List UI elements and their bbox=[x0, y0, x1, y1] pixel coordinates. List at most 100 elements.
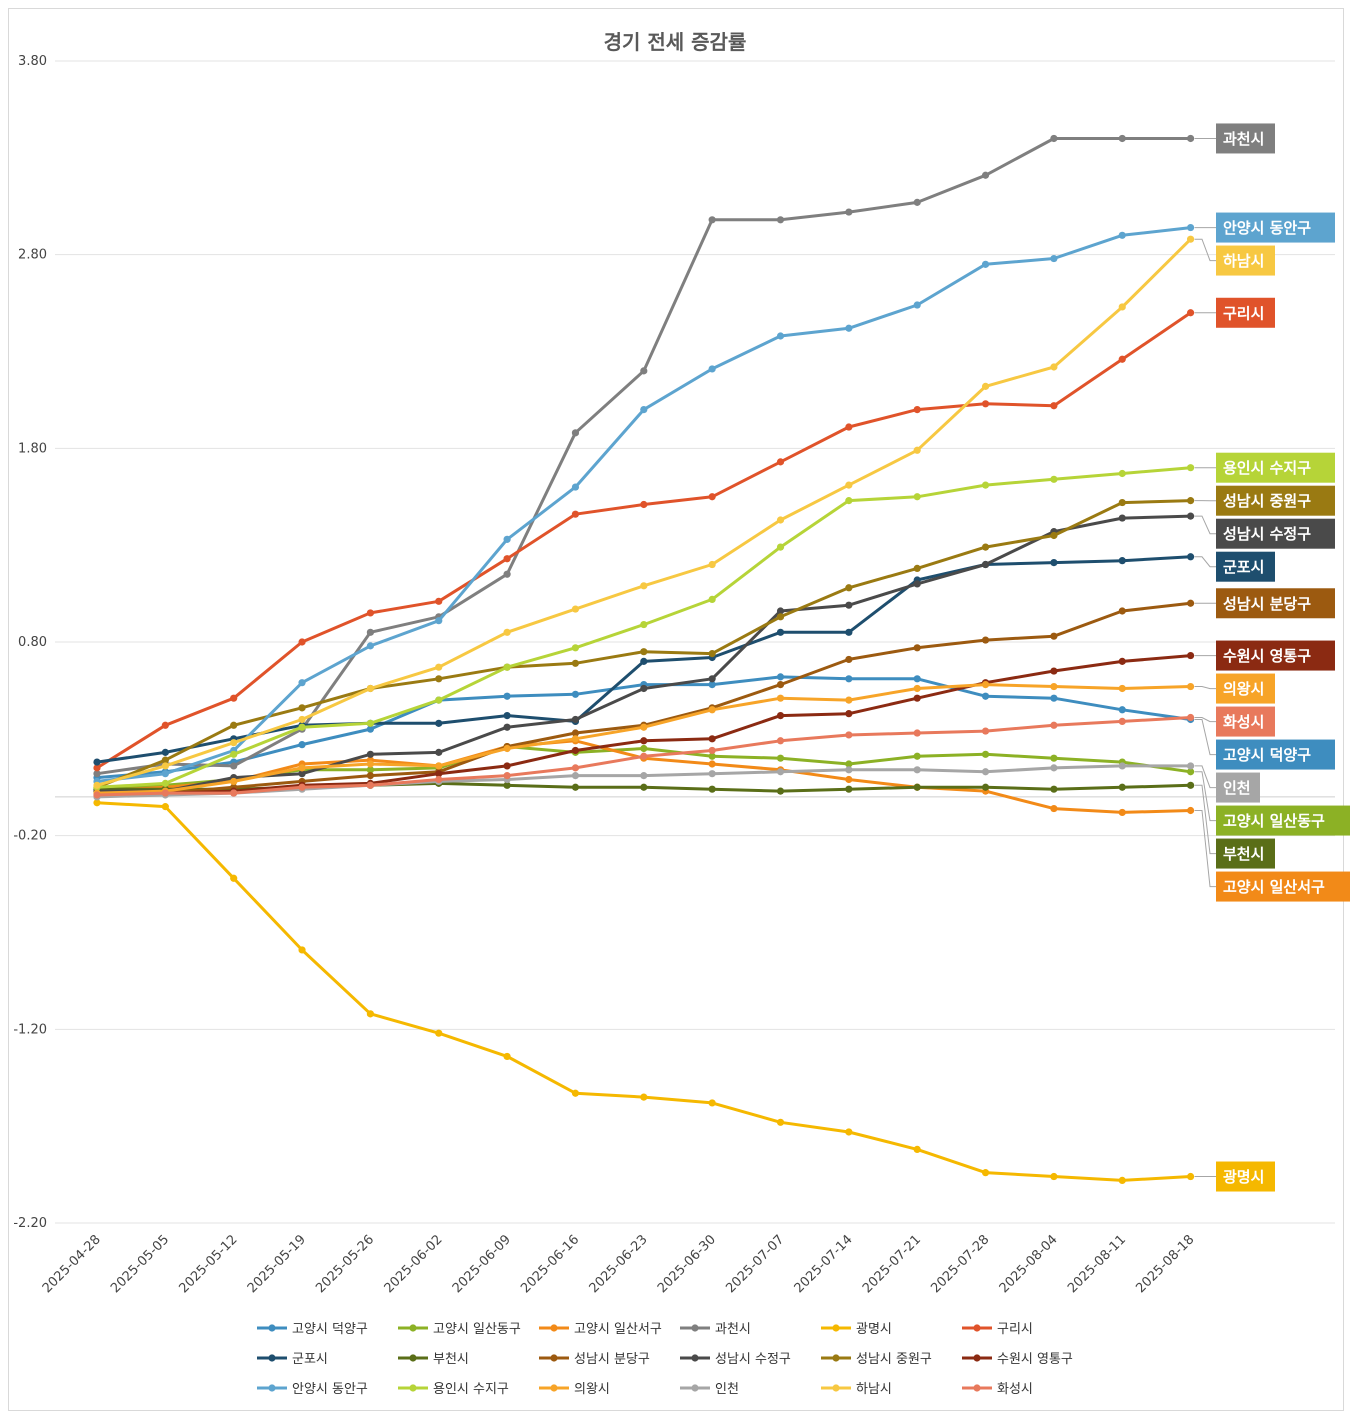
data-point bbox=[776, 768, 785, 776]
data-point bbox=[435, 597, 443, 605]
end-label-box bbox=[1216, 588, 1335, 619]
legend-item-구리시[interactable]: 구리시 bbox=[962, 1322, 1033, 1337]
legend-item-과천시[interactable]: 과천시 bbox=[680, 1322, 751, 1337]
end-label-text: 용인시 수지구 bbox=[1223, 459, 1311, 477]
legend-marker bbox=[550, 1354, 558, 1362]
data-point bbox=[571, 772, 580, 780]
data-point bbox=[366, 1010, 374, 1018]
data-point bbox=[435, 1029, 443, 1037]
legend-item-성남시-수정구[interactable]: 성남시 수정구 bbox=[680, 1352, 791, 1367]
data-point bbox=[981, 783, 990, 791]
data-point bbox=[640, 367, 648, 375]
data-point bbox=[845, 760, 853, 768]
x-tick-label: 2025-08-18 bbox=[1133, 1232, 1197, 1296]
data-point bbox=[1050, 134, 1058, 143]
data-point bbox=[981, 768, 990, 776]
legend-item-의왕시[interactable]: 의왕시 bbox=[539, 1382, 610, 1397]
legend-item-군포시[interactable]: 군포시 bbox=[257, 1352, 328, 1367]
data-point bbox=[503, 744, 511, 753]
data-point bbox=[1187, 651, 1195, 660]
data-point bbox=[1118, 355, 1126, 363]
legend-item-안양시-동안구[interactable]: 안양시 동안구 bbox=[257, 1382, 368, 1397]
legend-marker bbox=[691, 1354, 699, 1362]
legend-item-용인시-수지구[interactable]: 용인시 수지구 bbox=[398, 1382, 509, 1397]
legend-label: 구리시 bbox=[997, 1322, 1033, 1337]
legend-item-인천[interactable]: 인천 bbox=[680, 1382, 739, 1397]
x-tick-label: 2025-06-30 bbox=[655, 1232, 719, 1296]
data-point bbox=[503, 781, 511, 789]
data-point bbox=[1118, 706, 1126, 714]
data-point bbox=[708, 770, 716, 778]
end-label-text: 부천시 bbox=[1223, 845, 1264, 863]
data-point bbox=[708, 706, 716, 714]
leader-line bbox=[1194, 238, 1216, 262]
data-point bbox=[845, 766, 853, 774]
data-point bbox=[776, 673, 785, 681]
data-point bbox=[1050, 632, 1058, 640]
end-label-text: 인천 bbox=[1223, 779, 1251, 797]
legend-marker bbox=[973, 1354, 981, 1362]
data-point bbox=[366, 781, 374, 789]
chart-frame bbox=[8, 8, 1344, 1411]
leader-line bbox=[1194, 765, 1216, 789]
data-point bbox=[298, 723, 306, 731]
legend-item-하남시[interactable]: 하남시 bbox=[821, 1382, 892, 1397]
data-point bbox=[1187, 781, 1195, 789]
legend-marker bbox=[691, 1384, 699, 1392]
legend-label: 광명시 bbox=[856, 1322, 892, 1337]
data-point bbox=[1187, 464, 1195, 472]
legend-label: 화성시 bbox=[997, 1382, 1033, 1397]
data-point bbox=[913, 675, 921, 683]
data-point bbox=[1050, 402, 1058, 410]
legend-item-고양시-덕양구[interactable]: 고양시 덕양구 bbox=[257, 1322, 368, 1337]
legend-label: 하남시 bbox=[856, 1382, 892, 1397]
end-label-box bbox=[1216, 739, 1335, 770]
data-point bbox=[298, 679, 306, 687]
data-point bbox=[1187, 223, 1195, 232]
x-tick-label: 2025-04-28 bbox=[40, 1232, 104, 1296]
data-point bbox=[298, 946, 306, 954]
end-label-인천: 인천 bbox=[1194, 765, 1260, 803]
data-point bbox=[1050, 475, 1058, 483]
legend-item-고양시-일산서구[interactable]: 고양시 일산서구 bbox=[539, 1322, 662, 1337]
data-point bbox=[913, 301, 921, 309]
legend-item-성남시-중원구[interactable]: 성남시 중원구 bbox=[821, 1352, 932, 1367]
data-point bbox=[776, 607, 785, 615]
data-point bbox=[230, 739, 238, 747]
data-point bbox=[1118, 303, 1126, 311]
legend-item-성남시-분당구[interactable]: 성남시 분당구 bbox=[539, 1352, 650, 1367]
data-point bbox=[1118, 498, 1126, 507]
data-point bbox=[845, 785, 853, 793]
data-point bbox=[708, 365, 716, 373]
series-화성시 bbox=[93, 713, 1195, 799]
data-point bbox=[845, 497, 853, 505]
leader-line bbox=[1194, 717, 1216, 723]
data-point bbox=[93, 791, 101, 799]
data-point bbox=[981, 543, 990, 551]
legend-item-광명시[interactable]: 광명시 bbox=[821, 1322, 892, 1337]
data-point bbox=[503, 555, 511, 563]
legend-item-화성시[interactable]: 화성시 bbox=[962, 1382, 1033, 1397]
legend-label: 성남시 수정구 bbox=[715, 1352, 791, 1367]
data-point bbox=[1187, 553, 1195, 561]
data-point bbox=[571, 510, 580, 518]
y-tick-label: 0.80 bbox=[18, 635, 47, 650]
data-point bbox=[640, 500, 648, 509]
data-point bbox=[435, 675, 443, 683]
legend-label: 인천 bbox=[715, 1382, 739, 1397]
legend-item-고양시-일산동구[interactable]: 고양시 일산동구 bbox=[398, 1322, 521, 1337]
end-label-text: 성남시 중원구 bbox=[1223, 492, 1311, 510]
y-tick-label: -1.20 bbox=[13, 1022, 47, 1037]
data-point bbox=[1050, 721, 1058, 729]
data-point bbox=[776, 613, 785, 621]
data-point bbox=[435, 770, 443, 778]
data-point bbox=[776, 737, 785, 745]
legend-label: 의왕시 bbox=[574, 1382, 610, 1397]
end-label-box bbox=[1216, 551, 1275, 582]
legend-item-부천시[interactable]: 부천시 bbox=[398, 1352, 469, 1367]
data-point bbox=[366, 719, 374, 727]
data-point bbox=[913, 694, 921, 702]
legend-item-수원시-영통구[interactable]: 수원시 영통구 bbox=[962, 1352, 1073, 1367]
data-point bbox=[640, 744, 648, 753]
x-tick-label: 2025-05-19 bbox=[245, 1232, 309, 1296]
